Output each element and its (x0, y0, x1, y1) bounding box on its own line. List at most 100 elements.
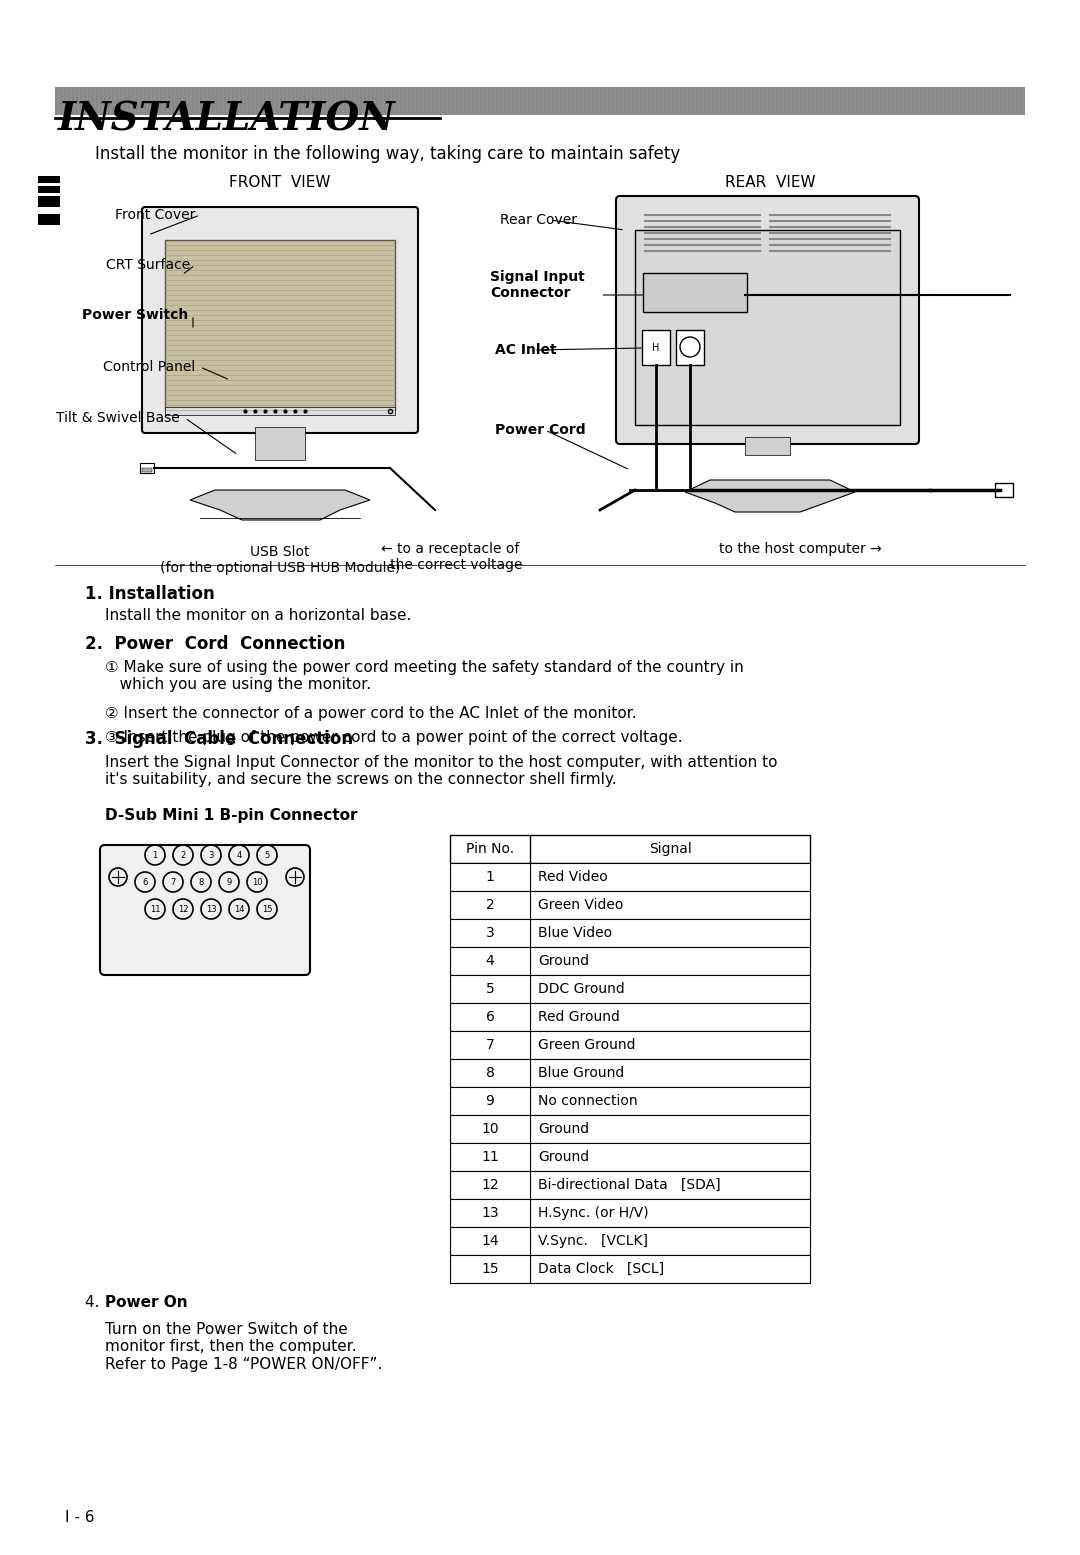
Text: 3: 3 (486, 925, 495, 941)
Text: V.Sync.   [VCLK]: V.Sync. [VCLK] (538, 1235, 648, 1249)
Bar (450, 1255, 810, 1283)
Text: Ground: Ground (538, 955, 589, 969)
Text: Tilt & Swivel Base: Tilt & Swivel Base (56, 411, 180, 425)
FancyBboxPatch shape (55, 87, 1025, 115)
Text: 14: 14 (482, 1235, 499, 1249)
Text: 5: 5 (265, 851, 270, 860)
Text: 1. Installation: 1. Installation (85, 585, 215, 603)
Text: ← to a receptacle of
   the correct voltage: ← to a receptacle of the correct voltage (377, 543, 523, 572)
Text: 6: 6 (486, 1011, 495, 1025)
Text: Front Cover: Front Cover (114, 208, 195, 222)
Text: 11: 11 (481, 1151, 499, 1165)
Bar (450, 919, 810, 947)
Bar (450, 1059, 810, 1087)
Text: 10: 10 (482, 1123, 499, 1137)
Text: 8: 8 (486, 1067, 495, 1081)
Bar (450, 1143, 810, 1171)
FancyBboxPatch shape (100, 844, 310, 975)
Text: H.Sync. (or H/V): H.Sync. (or H/V) (538, 1207, 649, 1221)
Text: 10: 10 (252, 877, 262, 886)
Bar (450, 1003, 810, 1031)
Polygon shape (190, 490, 370, 519)
Bar (450, 1031, 810, 1059)
Text: 7: 7 (171, 877, 176, 886)
Bar (450, 891, 810, 919)
Text: AC Inlet: AC Inlet (495, 344, 556, 358)
Text: Pin No.: Pin No. (465, 841, 514, 855)
Text: CRT Surface: CRT Surface (106, 258, 190, 272)
Text: Install the monitor in the following way, taking care to maintain safety: Install the monitor in the following way… (95, 145, 680, 163)
Text: 8: 8 (199, 877, 204, 886)
Bar (38, 187, 60, 193)
Bar (450, 975, 810, 1003)
Text: Turn on the Power Switch of the
monitor first, then the computer.
Refer to Page : Turn on the Power Switch of the monitor … (105, 1322, 382, 1372)
Text: 4: 4 (486, 955, 495, 969)
Bar (38, 215, 60, 225)
Text: REAR  VIEW: REAR VIEW (725, 176, 815, 190)
Text: 13: 13 (482, 1207, 499, 1221)
Text: Power On: Power On (105, 1295, 188, 1309)
Bar (38, 196, 60, 207)
Text: 15: 15 (261, 905, 272, 913)
Text: Rear Cover: Rear Cover (500, 213, 577, 227)
Text: Red Ground: Red Ground (538, 1011, 620, 1025)
Text: 2: 2 (180, 851, 186, 860)
Text: ① Make sure of using the power cord meeting the safety standard of the country i: ① Make sure of using the power cord meet… (105, 659, 744, 692)
Text: No connection: No connection (538, 1095, 637, 1109)
Bar (141, 468, 152, 473)
Text: 7: 7 (486, 1039, 495, 1053)
Text: I - 6: I - 6 (65, 1510, 95, 1525)
Text: 6: 6 (143, 877, 148, 886)
Bar (450, 1227, 810, 1255)
Text: Power Switch: Power Switch (82, 308, 188, 322)
Text: Ground: Ground (538, 1123, 589, 1137)
Text: Blue Ground: Blue Ground (538, 1067, 624, 1081)
Text: FRONT  VIEW: FRONT VIEW (229, 176, 330, 190)
Bar (450, 835, 810, 863)
Text: Signal: Signal (649, 841, 691, 855)
Text: 3: 3 (208, 851, 214, 860)
Bar (635, 230, 900, 425)
Text: 4: 4 (237, 851, 242, 860)
Text: Power Cord: Power Cord (495, 423, 585, 437)
FancyBboxPatch shape (616, 196, 919, 445)
Text: 12: 12 (178, 905, 188, 913)
Bar (165, 239, 395, 411)
Bar (38, 176, 60, 183)
Bar (450, 1087, 810, 1115)
Bar (450, 1115, 810, 1143)
Text: 5: 5 (486, 983, 495, 997)
Text: USB Slot
(for the optional USB HUB Module): USB Slot (for the optional USB HUB Modul… (160, 544, 401, 575)
Text: Bi-directional Data   [SDA]: Bi-directional Data [SDA] (538, 1179, 720, 1193)
Bar (450, 863, 810, 891)
Bar (450, 1199, 810, 1227)
Text: to the host computer →: to the host computer → (718, 543, 881, 557)
Text: H: H (652, 344, 660, 353)
Bar (165, 407, 395, 415)
Bar (676, 330, 704, 365)
Text: 12: 12 (482, 1179, 499, 1193)
Bar (642, 330, 670, 365)
Text: Blue Video: Blue Video (538, 925, 612, 941)
Text: Install the monitor on a horizontal base.: Install the monitor on a horizontal base… (105, 608, 411, 624)
Text: DDC Ground: DDC Ground (538, 983, 624, 997)
Text: Red Video: Red Video (538, 869, 608, 883)
Text: Signal Input
Connector: Signal Input Connector (490, 271, 584, 300)
Text: D-Sub Mini 1 B-pin Connector: D-Sub Mini 1 B-pin Connector (105, 809, 357, 823)
Text: 11: 11 (150, 905, 160, 913)
Text: Ground: Ground (538, 1151, 589, 1165)
Text: 15: 15 (482, 1263, 499, 1277)
Text: 9: 9 (486, 1095, 495, 1109)
Text: Data Clock   [SCL]: Data Clock [SCL] (538, 1263, 664, 1277)
Text: 4.: 4. (85, 1295, 105, 1309)
Bar (450, 1171, 810, 1199)
Text: INSTALLATION: INSTALLATION (58, 100, 395, 138)
FancyBboxPatch shape (141, 207, 418, 432)
Text: Green Ground: Green Ground (538, 1039, 635, 1053)
Text: 2.  Power  Cord  Connection: 2. Power Cord Connection (85, 634, 346, 653)
Text: 9: 9 (227, 877, 231, 886)
Text: 13: 13 (205, 905, 216, 913)
Bar (995, 484, 1013, 498)
Text: 14: 14 (233, 905, 244, 913)
Text: 3.  Signal  Cable  Connection: 3. Signal Cable Connection (85, 729, 353, 748)
